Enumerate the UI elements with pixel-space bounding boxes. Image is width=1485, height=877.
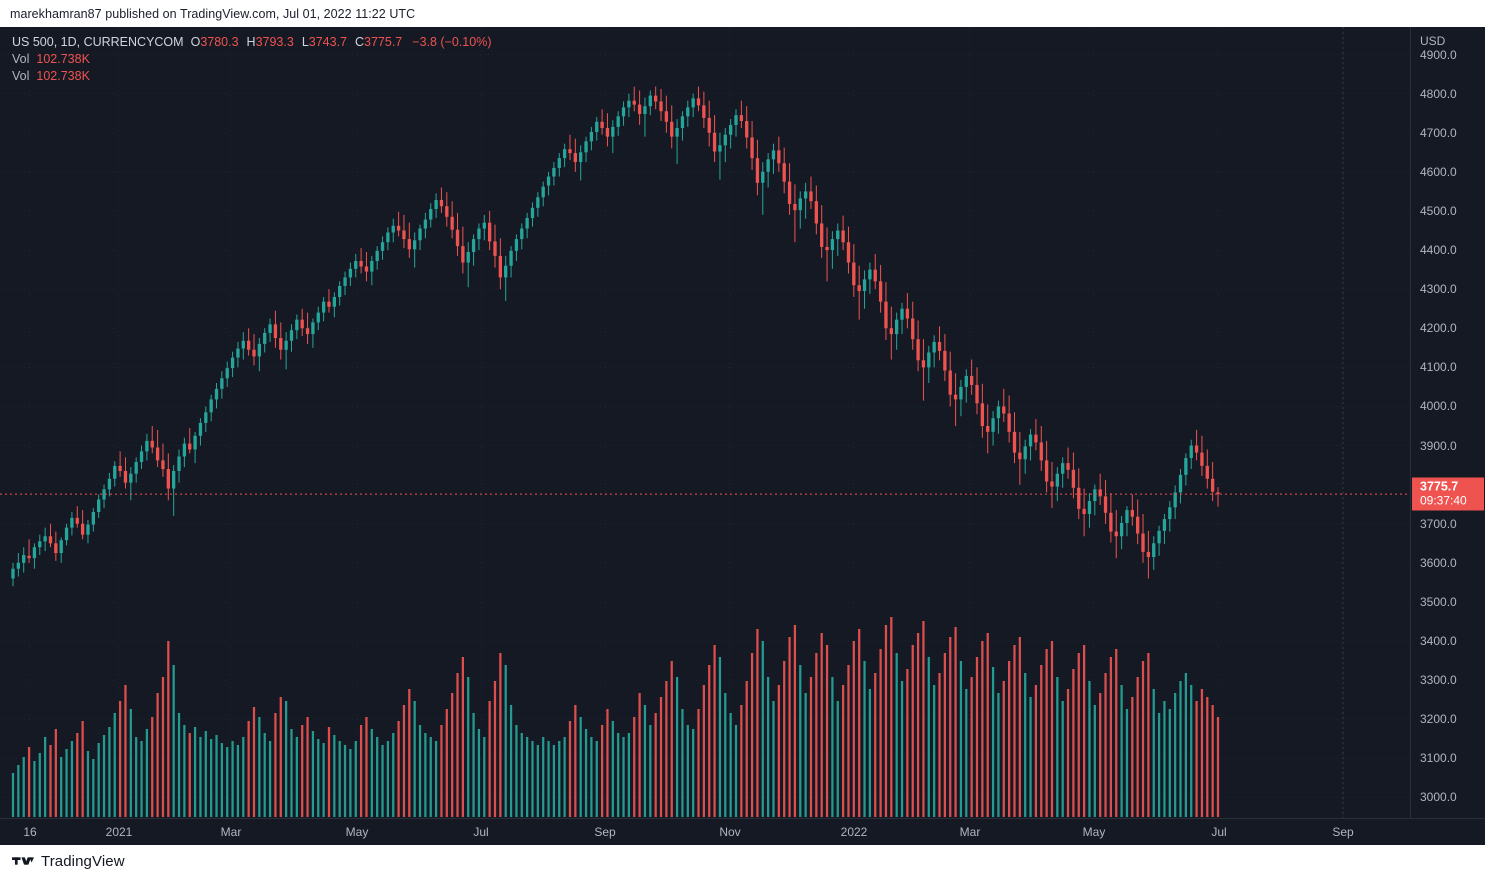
current-price-countdown: 09:37:40 [1420, 493, 1467, 508]
price-axis-tick: 4400.0 [1420, 243, 1457, 258]
price-axis-tick: 3300.0 [1420, 673, 1457, 688]
chart-shell: US 500, 1D, CURRENCYCOM O 3780.3 H 3793.3 L 37… [0, 27, 1485, 845]
time-axis-tick: Mar [959, 825, 981, 839]
price-axis-tick: 4700.0 [1420, 125, 1457, 140]
price-axis-tick: 3100.0 [1420, 751, 1457, 766]
publish-banner: marekhamran87 published on TradingView.c… [0, 0, 1485, 27]
price-axis-tick: 4000.0 [1420, 399, 1457, 414]
time-axis-tick: Jul [1211, 825, 1227, 839]
time-axis-tick: Nov [719, 825, 741, 839]
price-axis-tick: 3400.0 [1420, 634, 1457, 649]
tradingview-logo-icon [12, 857, 34, 865]
price-axis-tick: 4200.0 [1420, 321, 1457, 336]
price-axis-tick: 4100.0 [1420, 360, 1457, 375]
price-axis-tick: 4600.0 [1420, 164, 1457, 179]
current-price-badge[interactable]: 3775.7 09:37:40 [1412, 477, 1484, 511]
price-axis-tick: 4900.0 [1420, 47, 1457, 62]
chart-pane[interactable] [0, 27, 1410, 845]
time-axis-tick: Sep [594, 825, 616, 839]
price-axis-tick: 3500.0 [1420, 594, 1457, 609]
price-axis[interactable]: USD 4900.0 4800.0 4700.0 4600.0 4500.0 4400.0 4… [1410, 27, 1485, 845]
price-axis-tick: 4800.0 [1420, 86, 1457, 101]
price-axis-tick: 3200.0 [1420, 712, 1457, 727]
publish-text: marekhamran87 published on TradingView.c… [10, 6, 416, 21]
price-axis-tick: 3700.0 [1420, 516, 1457, 531]
price-axis-currency: USD [1420, 34, 1446, 48]
price-axis-tick: 3600.0 [1420, 555, 1457, 570]
time-axis-tick: 16 [23, 825, 37, 839]
current-price-value: 3775.7 [1420, 479, 1459, 494]
time-axis-tick: Sep [1332, 825, 1354, 839]
time-axis[interactable]: 16 2021 Mar May Jul Sep Nov 2022 Mar May Jul Sep [0, 818, 1485, 846]
candlestick-canvas[interactable] [0, 27, 1410, 845]
time-axis-tick: May [1082, 825, 1106, 839]
time-axis-tick: May [345, 825, 369, 839]
time-axis-tick: 2022 [840, 825, 868, 839]
price-axis-tick: 4500.0 [1420, 203, 1457, 218]
footer-branding: TradingView [0, 845, 1485, 877]
tradingview-wordmark: TradingView [41, 852, 125, 870]
price-axis-tick: 4300.0 [1420, 282, 1457, 297]
time-axis-tick: Jul [473, 825, 489, 839]
time-axis-tick: Mar [220, 825, 242, 839]
price-axis-tick: 3000.0 [1420, 790, 1457, 805]
price-axis-tick: 3900.0 [1420, 438, 1457, 453]
time-axis-tick: 2021 [105, 825, 133, 839]
